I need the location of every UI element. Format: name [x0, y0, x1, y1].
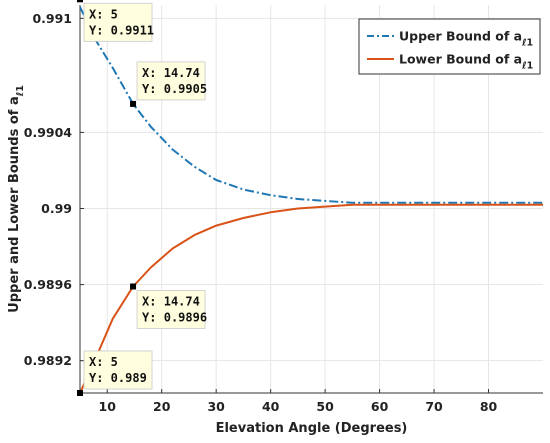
series-lines	[80, 6, 543, 394]
y-tick-label: 0.99	[41, 201, 72, 216]
x-tick-label: 60	[371, 399, 389, 414]
y-axis-label: Upper and Lower Bounds of aℓ1	[7, 85, 26, 313]
x-tick-label: 80	[480, 399, 498, 414]
x-tick-label: 30	[207, 399, 225, 414]
datatip: X: 14.74 Y: 0.9905	[136, 61, 207, 101]
x-tick-label: 20	[153, 399, 171, 414]
datatip-x-text: X: 5	[89, 355, 118, 369]
x-tick-label: 50	[316, 399, 334, 414]
datatip-marker	[77, 0, 83, 3]
legend-label-subscript: ℓ1	[521, 38, 533, 49]
datatip-y-text: Y: 0.9905	[142, 82, 207, 96]
datatip-box	[83, 2, 153, 42]
datatip-y-text: Y: 0.9911	[89, 23, 154, 37]
x-tick-label: 40	[262, 399, 280, 414]
y-tick-label: 0.991	[32, 11, 72, 26]
x-axis-label: Elevation Angle (Degrees)	[216, 421, 408, 436]
legend-box	[358, 18, 541, 75]
x-tick-label: 70	[425, 399, 443, 414]
datatip-x-text: X: 14.74	[142, 294, 200, 308]
datatip-y-text: Y: 0.9896	[142, 310, 207, 324]
datatip-x-text: X: 5	[89, 7, 118, 21]
datatip-box	[83, 350, 153, 390]
datatip-y-text: Y: 0.989	[89, 371, 147, 385]
datatip: X: 14.74 Y: 0.9896	[136, 290, 207, 329]
series-line	[80, 6, 543, 204]
x-tick-label: 10	[99, 399, 117, 414]
datatip-x-text: X: 14.74	[142, 66, 200, 80]
axes: 10 20 30 40 50 60 70 80 0.9892 0.9896 0.99 0.9904 0.…	[24, 5, 543, 414]
datatip: X: 5 Y: 0.9911	[83, 2, 154, 42]
axis-labels: Elevation Angle (Degrees) Upper and Lower…	[7, 85, 407, 436]
datatip-markers	[77, 0, 137, 396]
y-axis-label-subscript: ℓ1	[15, 85, 26, 97]
datatip-box	[136, 290, 206, 329]
datatip-box	[136, 61, 206, 101]
datatip-marker	[130, 283, 137, 290]
y-tick-label: 0.9896	[24, 277, 73, 292]
legend-label-subscript: ℓ1	[521, 61, 533, 72]
series-line	[80, 203, 543, 394]
datatip-marker	[77, 390, 83, 396]
datatips: X: 5 Y: 0.9911 X: 14.74 Y: 0.9905 X: 14.74 Y:…	[83, 2, 207, 390]
datatip-marker	[130, 100, 137, 107]
datatip: X: 5 Y: 0.989	[83, 350, 153, 390]
y-tick-label: 0.9892	[24, 353, 72, 368]
y-tick-label: 0.9904	[24, 125, 73, 140]
